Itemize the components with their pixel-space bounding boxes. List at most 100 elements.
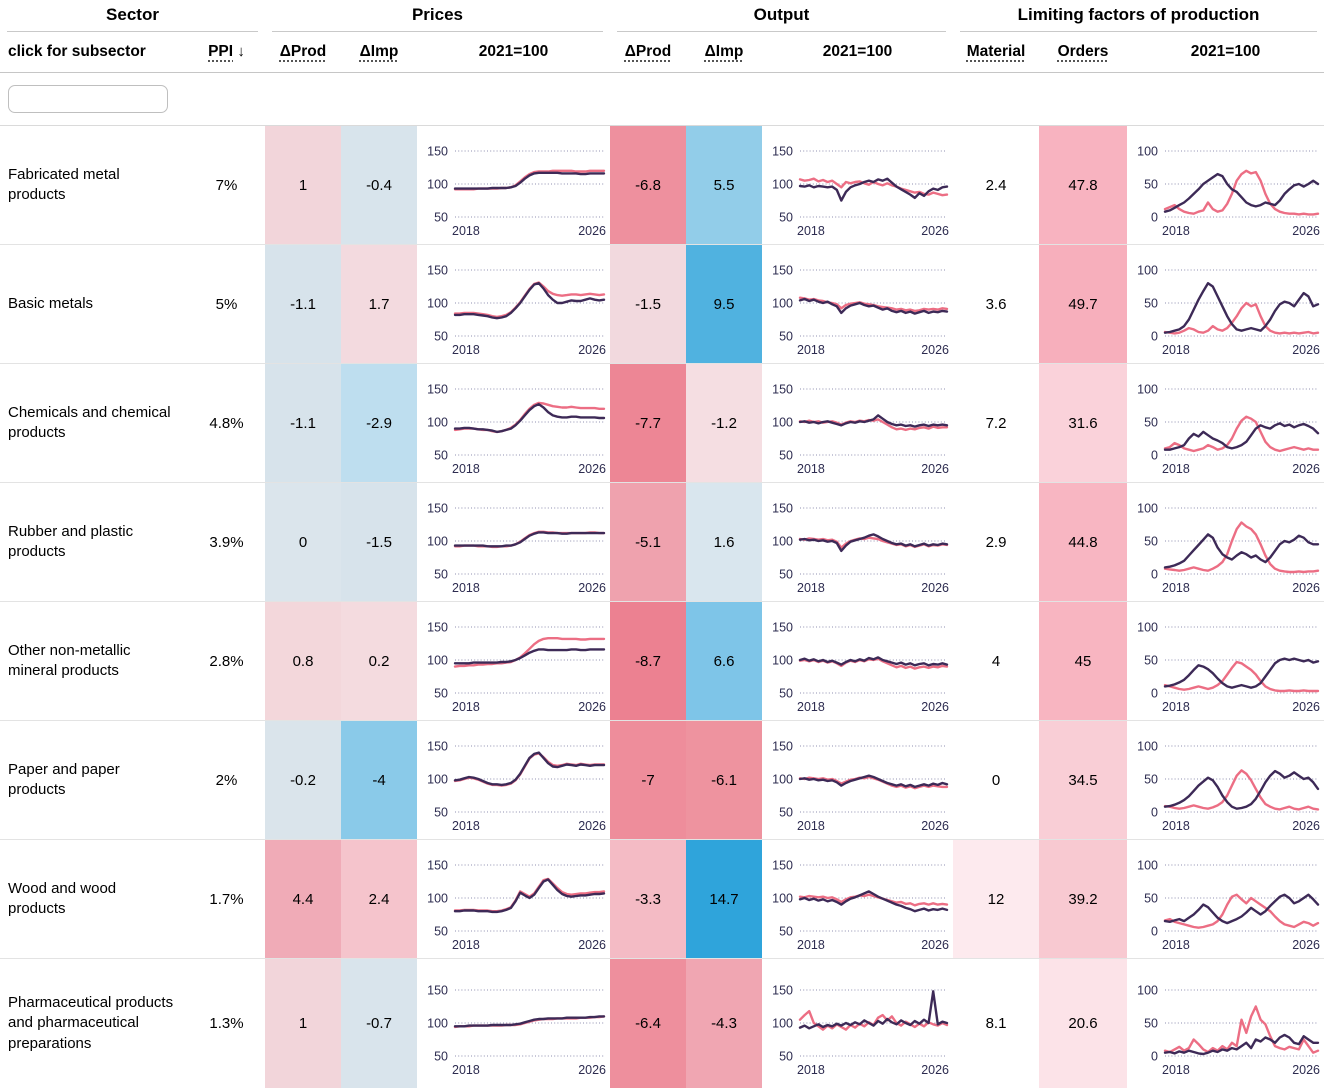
svg-text:2018: 2018 [1162, 700, 1190, 714]
svg-text:100: 100 [427, 892, 448, 906]
output-dimp-cell: 6.6 [686, 602, 762, 720]
col-orders[interactable]: Orders [1057, 43, 1109, 60]
prices-dimp-cell: -0.4 [341, 126, 417, 244]
prices-sparkline: 150 100 50 2018 2026 [417, 721, 610, 839]
limiting-sparkline: 100 50 0 2018 2026 [1127, 602, 1324, 720]
prices-sparkline: 150 100 50 2018 2026 [417, 959, 610, 1088]
prices-sparkline: 150 100 50 2018 2026 [417, 602, 610, 720]
output-dimp-cell: 14.7 [686, 840, 762, 958]
limiting-sparkline: 100 50 0 2018 2026 [1127, 483, 1324, 601]
table-row: Other non-metallic mineral products 2.8%… [0, 601, 1324, 720]
svg-text:150: 150 [772, 740, 793, 754]
col-prices-dprod[interactable]: ΔProd [279, 43, 327, 60]
sector-name[interactable]: Other non-metallic mineral products [8, 641, 131, 679]
svg-text:150: 150 [427, 859, 448, 873]
limiting-sparkline: 100 50 0 2018 2026 [1127, 840, 1324, 958]
output-sparkline: 150 100 50 2018 2026 [762, 126, 953, 244]
svg-text:50: 50 [1144, 297, 1158, 311]
output-dprod-cell: -7 [610, 721, 686, 839]
orders-cell: 44.8 [1039, 483, 1127, 601]
sector-name[interactable]: Wood and wood products [8, 879, 117, 917]
svg-text:100: 100 [427, 773, 448, 787]
ppi-value: 1.3% [209, 1015, 244, 1032]
svg-text:2018: 2018 [1162, 224, 1190, 238]
material-cell: 3.6 [985, 295, 1007, 313]
limiting-sparkline: 100 50 0 2018 2026 [1127, 959, 1324, 1088]
svg-text:100: 100 [772, 773, 793, 787]
svg-text:2018: 2018 [797, 462, 825, 476]
output-sparkline: 150 100 50 2018 2026 [762, 959, 953, 1088]
svg-text:2026: 2026 [1292, 343, 1320, 357]
filter-row [0, 73, 1324, 126]
output-sparkline: 150 100 50 2018 2026 [762, 245, 953, 363]
sector-name[interactable]: Basic metals [8, 294, 94, 312]
svg-text:100: 100 [772, 416, 793, 430]
svg-text:150: 150 [772, 145, 793, 159]
svg-text:2026: 2026 [578, 1063, 606, 1077]
svg-text:100: 100 [772, 297, 793, 311]
col-prices-dimp[interactable]: ΔImp [359, 43, 399, 60]
prices-sparkline: 150 100 50 2018 2026 [417, 840, 610, 958]
sector-name[interactable]: Paper and paper products [8, 760, 120, 798]
col-ppi-sort[interactable]: PPI ↓ [188, 43, 265, 61]
col-lf-index: 2021=100 [1190, 43, 1261, 60]
prices-dimp-cell: 1.7 [341, 245, 417, 363]
prices-dprod-cell: -1.1 [265, 364, 341, 482]
svg-text:100: 100 [427, 178, 448, 192]
sector-name[interactable]: Pharmaceutical products and pharmaceutic… [8, 994, 174, 1052]
svg-text:0: 0 [1151, 806, 1158, 820]
prices-dprod-cell: 1 [265, 959, 341, 1088]
prices-dimp-cell: -4 [341, 721, 417, 839]
col-output-dprod[interactable]: ΔProd [624, 43, 672, 60]
svg-text:50: 50 [779, 568, 793, 582]
svg-text:150: 150 [427, 264, 448, 278]
sector-name[interactable]: Rubber and plastic products [8, 522, 134, 560]
sector-name[interactable]: Chemicals and chemical products [8, 403, 171, 441]
output-dimp-cell: 1.6 [686, 483, 762, 601]
svg-text:2026: 2026 [1292, 224, 1320, 238]
col-output-dimp[interactable]: ΔImp [704, 43, 744, 60]
svg-text:100: 100 [1137, 983, 1158, 997]
svg-text:2018: 2018 [452, 819, 480, 833]
output-dprod-cell: -3.3 [610, 840, 686, 958]
ppi-value: 5% [215, 295, 238, 313]
material-cell: 4 [991, 652, 1001, 670]
prices-dprod-cell: 0 [265, 483, 341, 601]
svg-text:50: 50 [434, 687, 448, 701]
col-material[interactable]: Material [966, 43, 1026, 60]
svg-text:2018: 2018 [452, 938, 480, 952]
col-click-for-subsector: click for subsector [8, 43, 146, 60]
svg-text:50: 50 [1144, 892, 1158, 906]
sort-descending-icon[interactable]: ↓ [237, 43, 245, 60]
svg-text:0: 0 [1151, 211, 1158, 225]
prices-sparkline: 150 100 50 2018 2026 [417, 483, 610, 601]
svg-text:150: 150 [427, 621, 448, 635]
svg-text:50: 50 [779, 211, 793, 225]
svg-text:2026: 2026 [921, 581, 949, 595]
prices-dimp-cell: 0.2 [341, 602, 417, 720]
svg-text:0: 0 [1151, 687, 1158, 701]
svg-text:2018: 2018 [452, 462, 480, 476]
svg-text:150: 150 [427, 740, 448, 754]
ppi-value: 1.7% [209, 890, 244, 908]
group-prices: Prices [272, 5, 603, 32]
svg-text:2026: 2026 [921, 819, 949, 833]
ppi-value: 2.8% [209, 652, 244, 670]
sector-name[interactable]: Fabricated metal products [8, 165, 120, 203]
ppi-label[interactable]: PPI [208, 43, 234, 60]
svg-text:50: 50 [434, 1049, 448, 1063]
output-dimp-cell: -4.3 [686, 959, 762, 1088]
svg-text:50: 50 [1144, 1016, 1158, 1030]
output-dprod-cell: -8.7 [610, 602, 686, 720]
svg-text:100: 100 [427, 535, 448, 549]
svg-text:2026: 2026 [921, 462, 949, 476]
sector-search-input[interactable] [8, 85, 168, 113]
prices-dimp-cell: -2.9 [341, 364, 417, 482]
output-dimp-cell: -6.1 [686, 721, 762, 839]
svg-text:2018: 2018 [797, 224, 825, 238]
svg-text:2018: 2018 [1162, 581, 1190, 595]
table-row: Chemicals and chemical products 4.8% -1.… [0, 363, 1324, 482]
svg-text:2026: 2026 [921, 700, 949, 714]
svg-text:100: 100 [1137, 859, 1158, 873]
svg-text:150: 150 [772, 502, 793, 516]
